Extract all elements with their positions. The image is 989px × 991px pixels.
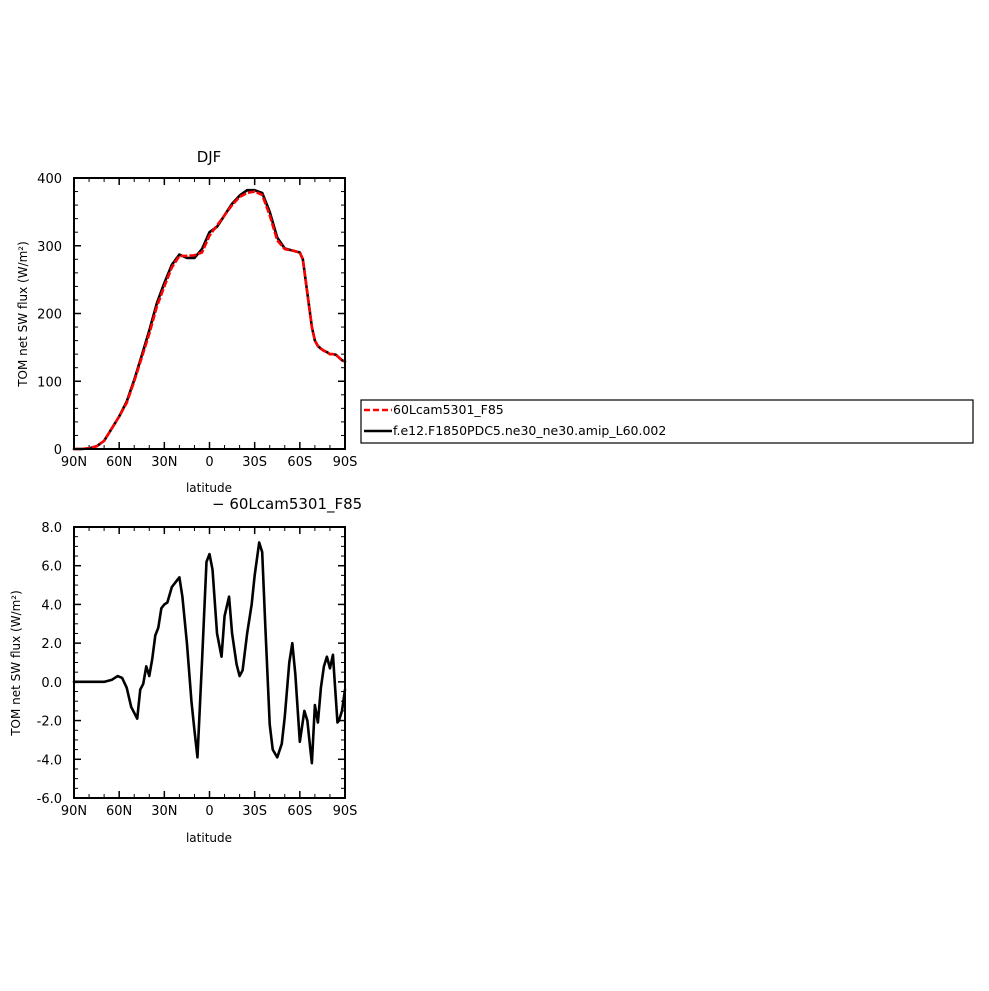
bottom-x-tick-label: 30S <box>242 804 267 819</box>
top-x-tick-label: 0 <box>205 455 213 470</box>
top-x-tick-label: 90N <box>61 455 87 470</box>
top-y-tick-label: 400 <box>37 172 62 187</box>
top-x-axis-label: latitude <box>186 481 232 495</box>
legend-label-1: 60Lcam5301_F85 <box>393 402 504 417</box>
top-y-tick-label: 300 <box>37 240 62 255</box>
top-series-line-black <box>72 188 347 451</box>
bottom-y-axis-label: TOM net SW flux (W/m²) <box>9 590 23 737</box>
bottom-x-axis-label: latitude <box>186 831 232 845</box>
top-plot-frame <box>73 177 346 450</box>
top-chart-title: DJF <box>197 148 222 166</box>
top-x-tick-label: 90S <box>333 455 358 470</box>
bottom-y-tick-label: 8.0 <box>41 521 62 536</box>
bottom-x-tick-label: 90N <box>61 804 87 819</box>
legend-box <box>360 399 974 444</box>
bottom-chart: − 60Lcam5301_F85 TOM net SW flux (W/m²) … <box>9 495 362 845</box>
bottom-x-tick-label: 30N <box>151 804 177 819</box>
bottom-x-tick-label: 0 <box>205 804 213 819</box>
top-x-tick-label: 60S <box>287 455 312 470</box>
top-y-tick-label: 200 <box>37 308 62 323</box>
top-y-axis-label: TOM net SW flux (W/m²) <box>16 241 30 388</box>
bottom-y-tick-label: 6.0 <box>41 560 62 575</box>
bottom-y-tick-label: 0.0 <box>41 676 62 691</box>
top-x-tick-label: 60N <box>106 455 132 470</box>
bottom-chart-title: − 60Lcam5301_F85 <box>212 495 362 514</box>
top-chart: DJF TOM net SW flux (W/m²) latitude 90N 6… <box>16 148 357 495</box>
bottom-y-tick-label: 4.0 <box>41 598 62 613</box>
top-x-tick-label: 30N <box>151 455 177 470</box>
top-x-tick-label: 30S <box>242 455 267 470</box>
bottom-x-tick-label: 60S <box>287 804 312 819</box>
legend-label-2: f.e12.F1850PDC5.ne30_ne30.amip_L60.002 <box>393 423 666 438</box>
bottom-series-line-black <box>72 541 347 765</box>
bottom-x-tick-label: 90S <box>333 804 358 819</box>
top-y-tick-label: 0 <box>54 443 62 458</box>
bottom-y-tick-label: 2.0 <box>41 637 62 652</box>
legend: 60Lcam5301_F85 f.e12.F1850PDC5.ne30_ne30… <box>360 399 974 444</box>
bottom-plot-frame <box>73 526 346 799</box>
bottom-y-tick-label: -4.0 <box>37 753 62 768</box>
top-y-tick-label: 100 <box>37 375 62 390</box>
bottom-x-tick-label: 60N <box>106 804 132 819</box>
top-series-line-red <box>74 190 346 451</box>
bottom-y-tick-label: -2.0 <box>37 715 62 730</box>
bottom-y-tick-label: -6.0 <box>37 792 62 807</box>
